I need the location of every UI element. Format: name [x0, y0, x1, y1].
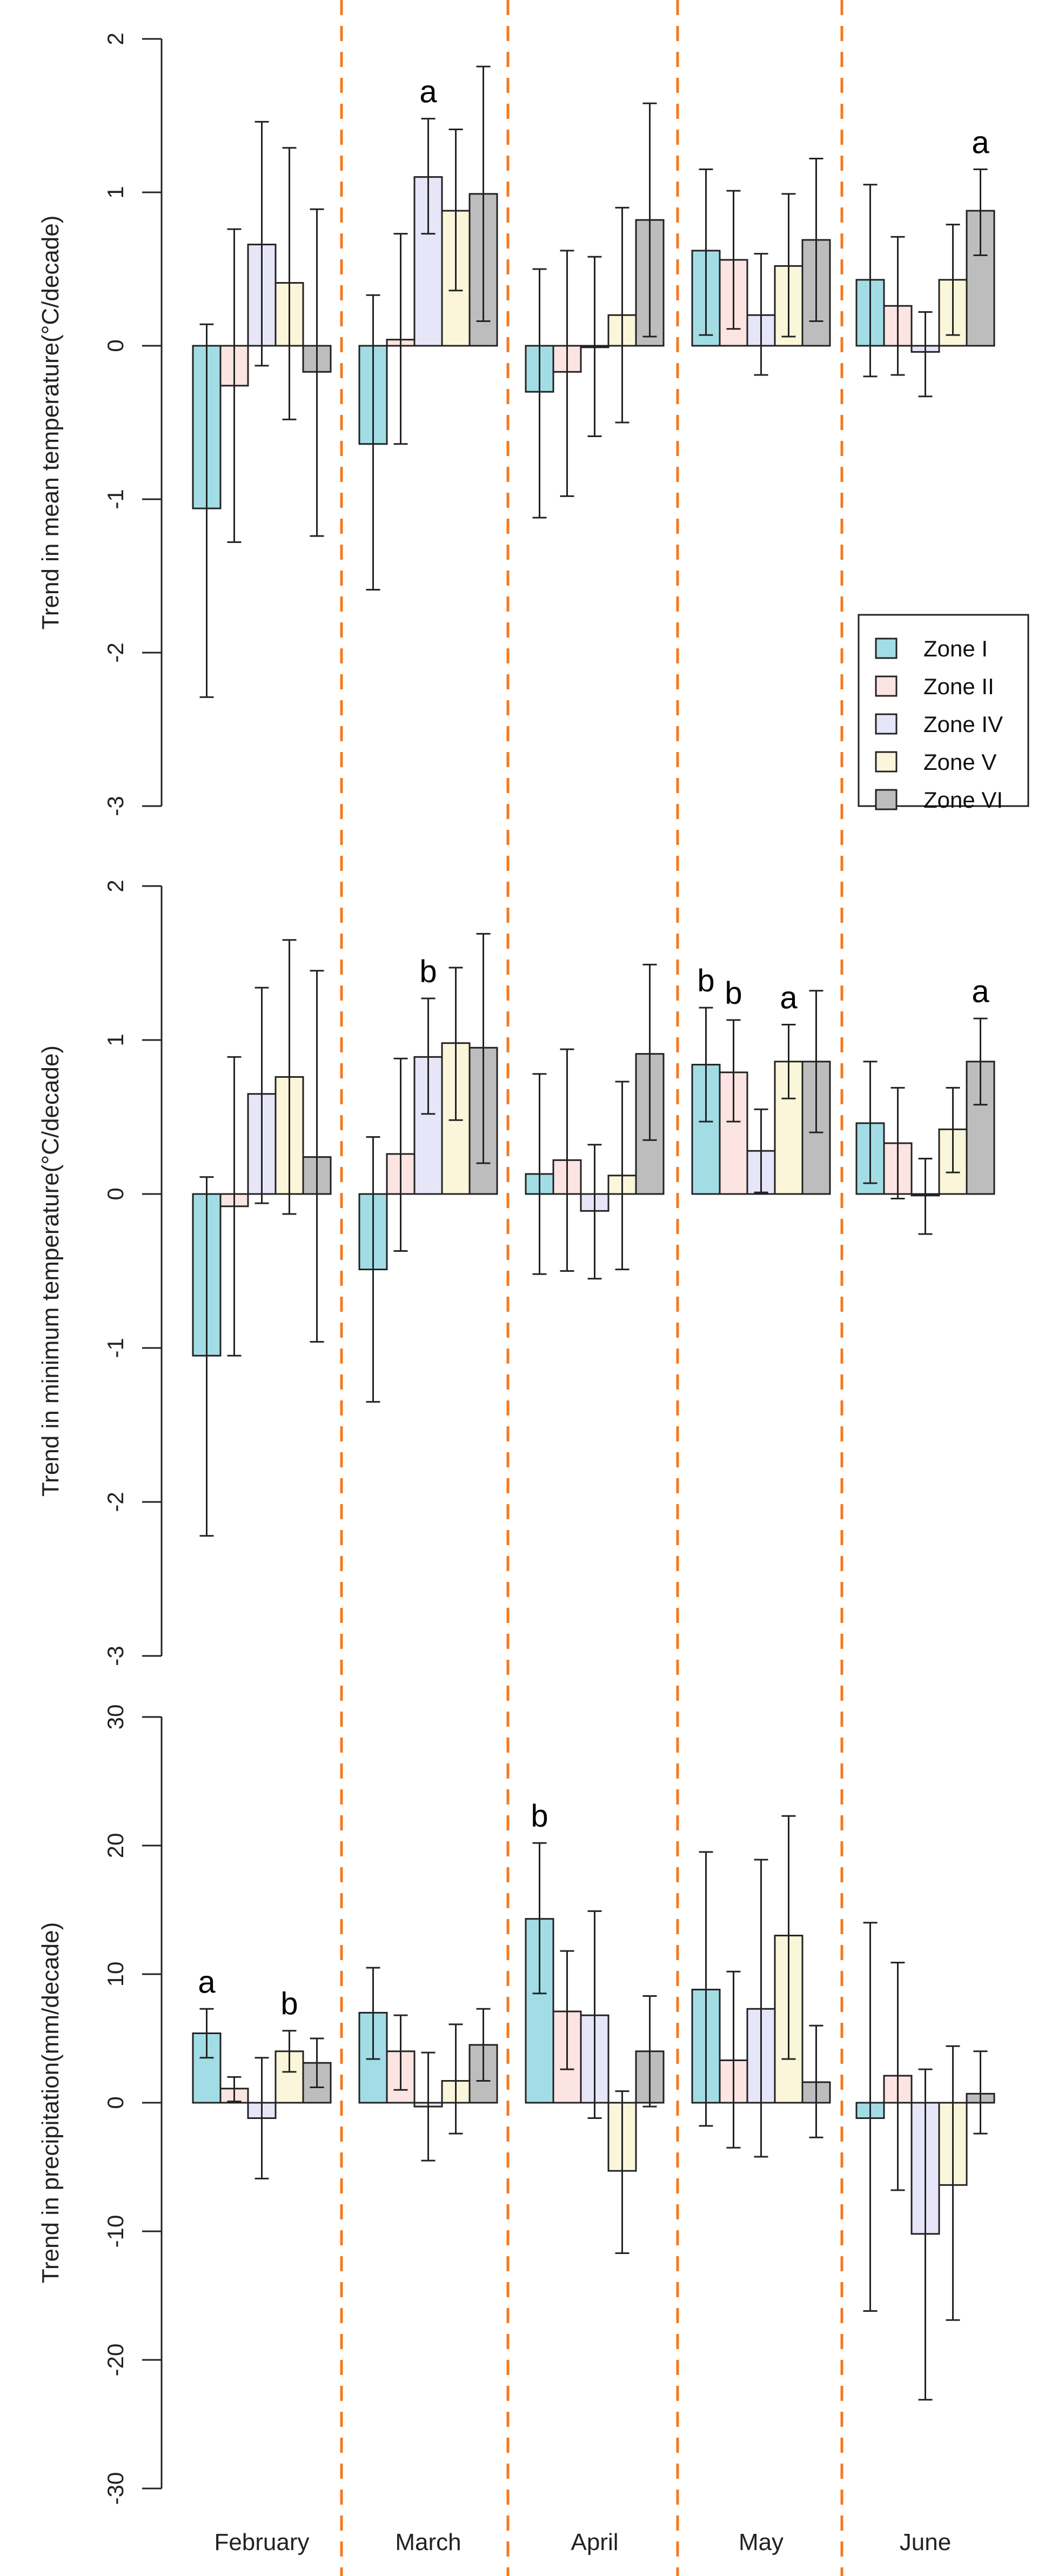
- y-axis-title: Trend in precipitation(mm/decade): [37, 1922, 64, 2283]
- x-tick-label: March: [395, 2529, 461, 2555]
- legend-swatch: [875, 638, 898, 659]
- y-axis-title: Trend in mean temperature(°C/decade): [37, 216, 64, 630]
- y-tick-label: 2: [103, 880, 128, 892]
- y-tick-label: 0: [103, 2096, 128, 2109]
- legend-label: Zone I: [923, 636, 988, 661]
- y-tick-label: 0: [103, 1188, 128, 1200]
- legend-label: Zone V: [923, 749, 996, 775]
- significance-label: a: [972, 974, 989, 1009]
- significance-label: b: [697, 963, 714, 998]
- legend-label: Zone IV: [923, 712, 1003, 737]
- bar: [966, 1061, 995, 1195]
- y-tick-label: 1: [103, 186, 128, 198]
- significance-label: b: [419, 954, 437, 989]
- significance-label: a: [198, 1964, 216, 2000]
- legend-swatch: [875, 713, 898, 735]
- x-tick-label: May: [739, 2529, 783, 2555]
- significance-label: a: [780, 981, 798, 1016]
- significance-label: b: [280, 1987, 298, 2022]
- significance-label: a: [419, 75, 437, 110]
- legend-swatch: [875, 751, 898, 773]
- significance-label: b: [725, 976, 742, 1011]
- y-tick-label: -3: [103, 796, 128, 816]
- legend-label: Zone II: [923, 674, 994, 699]
- y-tick-label: -1: [103, 489, 128, 509]
- y-tick-label: -2: [103, 642, 128, 662]
- significance-label: a: [972, 125, 989, 160]
- y-tick-label: -2: [103, 1492, 128, 1512]
- y-tick-label: 0: [103, 339, 128, 352]
- y-tick-label: 20: [103, 1833, 128, 1859]
- y-tick-label: -20: [103, 2344, 128, 2377]
- legend-label: Zone VI: [923, 787, 1003, 813]
- y-tick-label: -3: [103, 1646, 128, 1666]
- x-tick-label: April: [571, 2529, 618, 2555]
- y-tick-label: 1: [103, 1034, 128, 1046]
- y-tick-label: -1: [103, 1338, 128, 1358]
- y-tick-label: -30: [103, 2472, 128, 2505]
- bar: [691, 1064, 721, 1195]
- legend-swatch: [875, 789, 898, 810]
- x-tick-label: February: [214, 2529, 309, 2555]
- x-tick-label: June: [900, 2529, 951, 2555]
- significance-label: b: [531, 1799, 548, 1834]
- y-tick-label: 10: [103, 1962, 128, 1987]
- legend-swatch: [875, 675, 898, 697]
- y-axis-title: Trend in minimum temperature(°C/decade): [37, 1045, 64, 1497]
- y-tick-label: 2: [103, 32, 128, 45]
- y-tick-label: -10: [103, 2215, 128, 2248]
- y-tick-label: 30: [103, 1705, 128, 1730]
